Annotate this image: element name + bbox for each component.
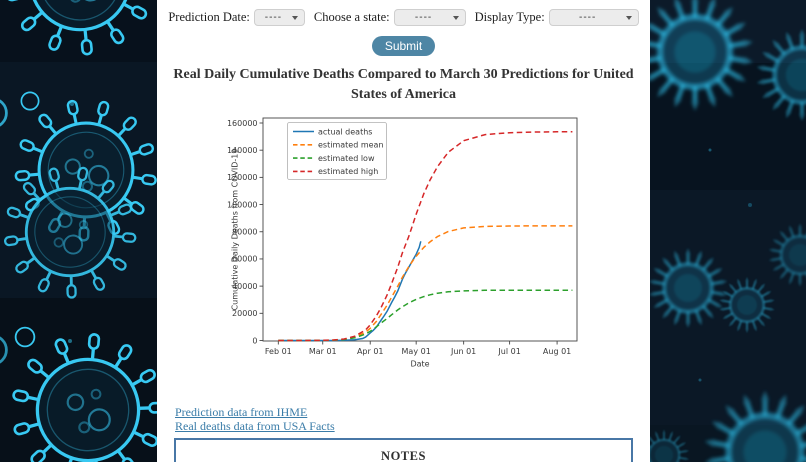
- display-type-label: Display Type:: [474, 10, 545, 24]
- chevron-down-icon: [291, 15, 298, 20]
- svg-text:100000: 100000: [227, 200, 258, 209]
- virus-icon: [708, 148, 712, 152]
- svg-text:80000: 80000: [232, 227, 257, 236]
- virus-icon: [68, 339, 72, 343]
- virus-icon: [70, 102, 74, 106]
- svg-text:Cumulative Daily Deaths from C: Cumulative Daily Deaths from COVID-19: [231, 148, 240, 310]
- submit-button[interactable]: Submit: [371, 36, 436, 56]
- usafacts-data-link[interactable]: Real deaths data from USA Facts: [175, 419, 335, 434]
- svg-text:160000: 160000: [227, 118, 258, 127]
- svg-text:estimated high: estimated high: [318, 167, 378, 176]
- svg-text:Apr 01: Apr 01: [357, 347, 384, 356]
- svg-text:20000: 20000: [232, 309, 257, 318]
- prediction-date-select[interactable]: ----: [253, 9, 305, 26]
- display-type-value: ----: [579, 12, 597, 23]
- virus-background-left: [0, 0, 157, 462]
- display-type-select[interactable]: ----: [548, 9, 639, 26]
- svg-text:140000: 140000: [227, 146, 258, 155]
- svg-text:Aug 01: Aug 01: [543, 347, 571, 356]
- prediction-date-value: ----: [264, 12, 283, 23]
- prediction-date-field: Prediction Date: ----: [168, 9, 305, 26]
- svg-text:0: 0: [252, 336, 257, 345]
- page-title: Real Daily Cumulative Deaths Compared to…: [173, 67, 634, 103]
- display-type-field: Display Type: ----: [475, 9, 639, 26]
- state-field: Choose a state: ----: [314, 9, 466, 26]
- state-value: ----: [414, 12, 433, 23]
- prediction-date-label: Prediction Date:: [168, 10, 250, 24]
- source-links: Prediction data from IHME Real deaths da…: [175, 405, 650, 434]
- submit-row: Submit: [157, 36, 650, 56]
- virus-icon: [748, 203, 752, 207]
- svg-text:Jun 01: Jun 01: [450, 347, 476, 356]
- svg-text:estimated mean: estimated mean: [318, 140, 384, 149]
- chevron-down-icon: [452, 15, 459, 20]
- virus-icon: [698, 378, 702, 382]
- state-select[interactable]: ----: [393, 9, 466, 26]
- svg-text:actual deaths: actual deaths: [318, 127, 372, 136]
- ihme-data-link[interactable]: Prediction data from IHME: [175, 404, 308, 419]
- notes-heading: NOTES: [381, 448, 426, 462]
- virus-background-right: [650, 0, 806, 462]
- svg-text:Jul 01: Jul 01: [497, 347, 520, 356]
- svg-text:estimated low: estimated low: [318, 153, 375, 162]
- svg-text:40000: 40000: [232, 282, 257, 291]
- chevron-down-icon: [625, 15, 632, 20]
- svg-text:Mar 01: Mar 01: [309, 347, 337, 356]
- state-label: Choose a state:: [313, 10, 390, 24]
- svg-text:May 01: May 01: [402, 347, 431, 356]
- svg-text:120000: 120000: [227, 173, 258, 182]
- main-content: Prediction Date: ---- Choose a state: --…: [157, 0, 650, 462]
- notes-box: NOTES: [174, 437, 633, 462]
- svg-text:Feb 01: Feb 01: [265, 347, 292, 356]
- prediction-form: Prediction Date: ---- Choose a state: --…: [157, 0, 650, 26]
- svg-text:Date: Date: [410, 359, 429, 368]
- svg-text:60000: 60000: [232, 254, 257, 263]
- deaths-chart-figure: Feb 01 Mar 01 Apr 01 May 01 Jun 01 Jul 01 Aug …: [227, 111, 587, 381]
